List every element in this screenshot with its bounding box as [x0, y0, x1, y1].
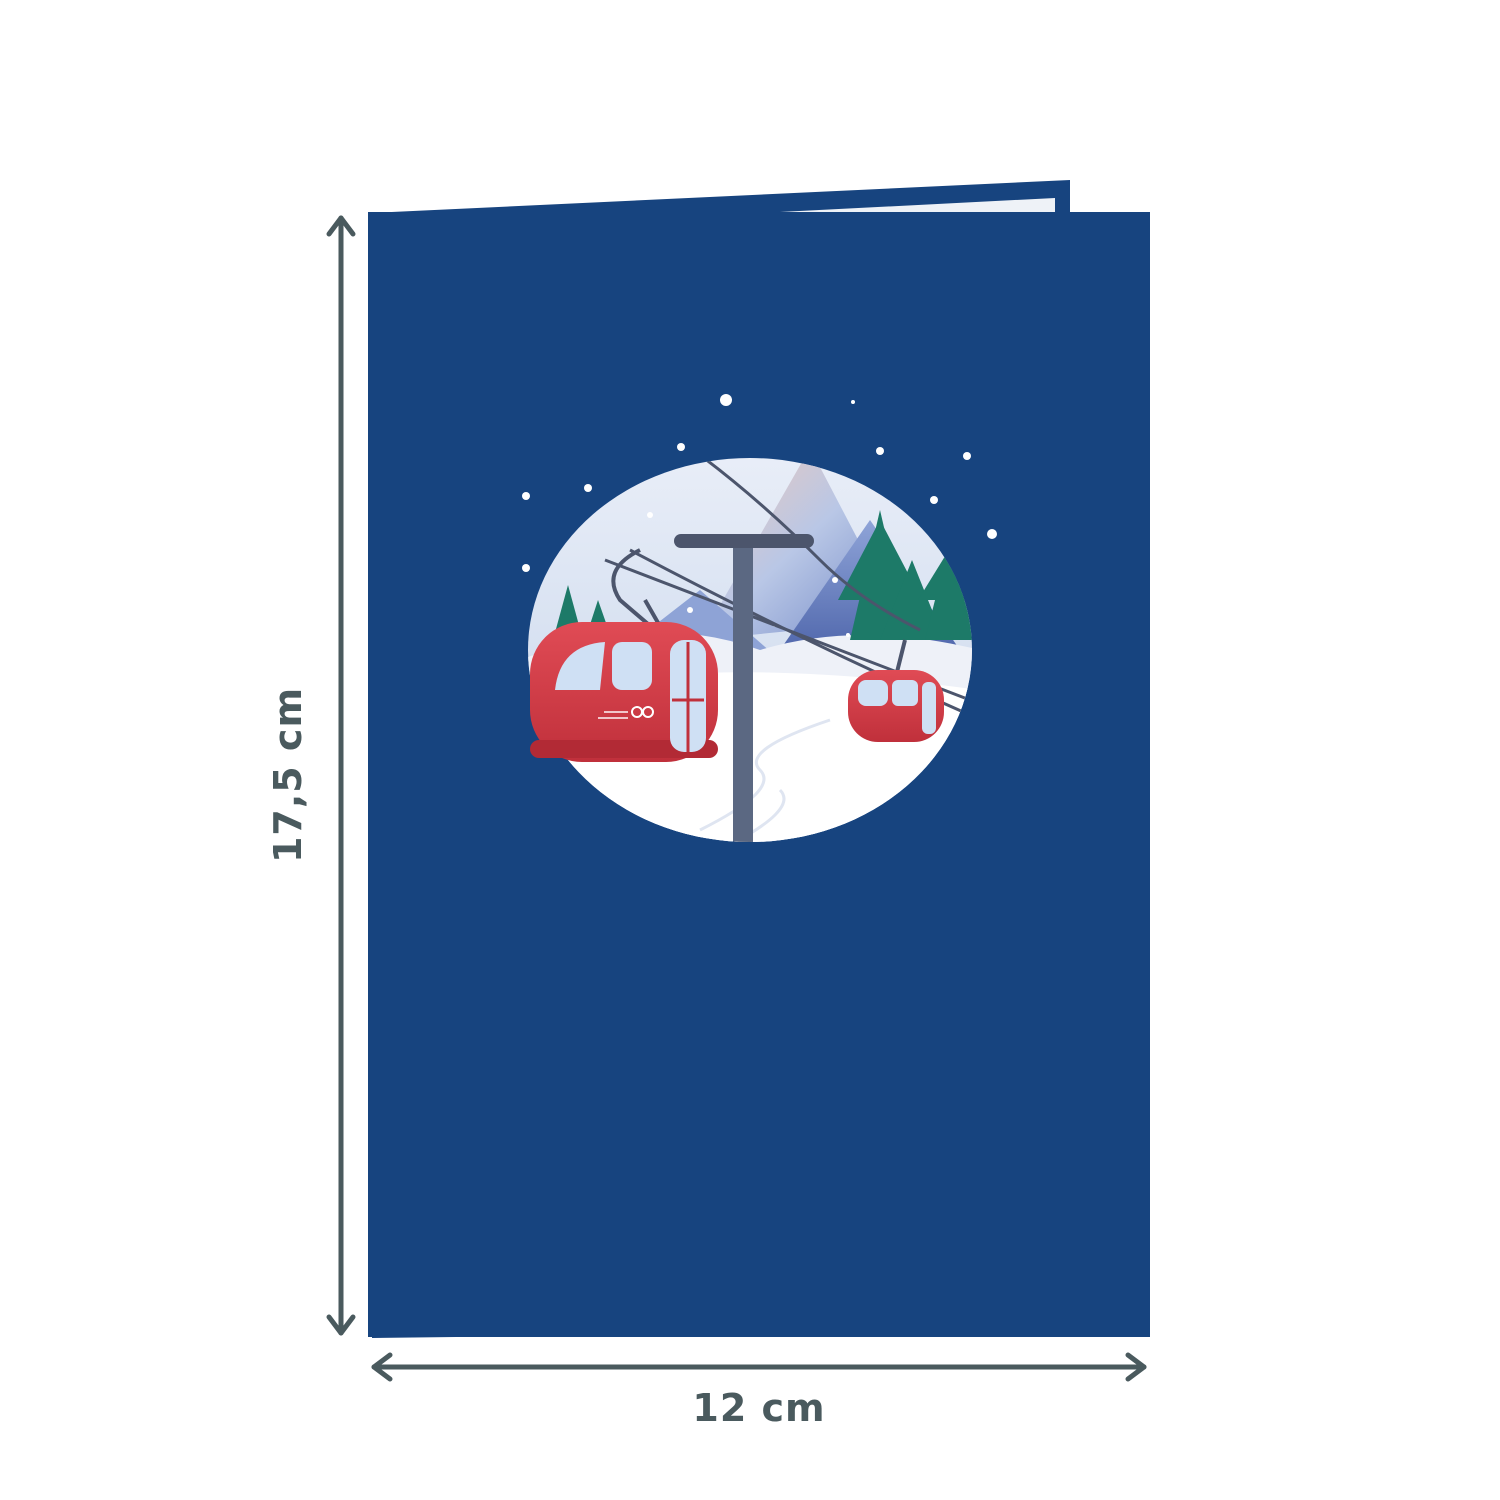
snowflakes	[522, 394, 997, 572]
double-arrow-horizontal-icon	[371, 1352, 1147, 1382]
double-arrow-vertical-icon	[326, 215, 356, 1336]
ski-lift-scene	[528, 458, 972, 842]
width-dimension-label: 12 cm	[692, 1386, 826, 1430]
gondola-large	[530, 548, 718, 762]
height-dimension-label: 17,5 cm	[266, 686, 310, 864]
gondola-small	[848, 670, 944, 742]
lift-pole	[674, 534, 814, 842]
